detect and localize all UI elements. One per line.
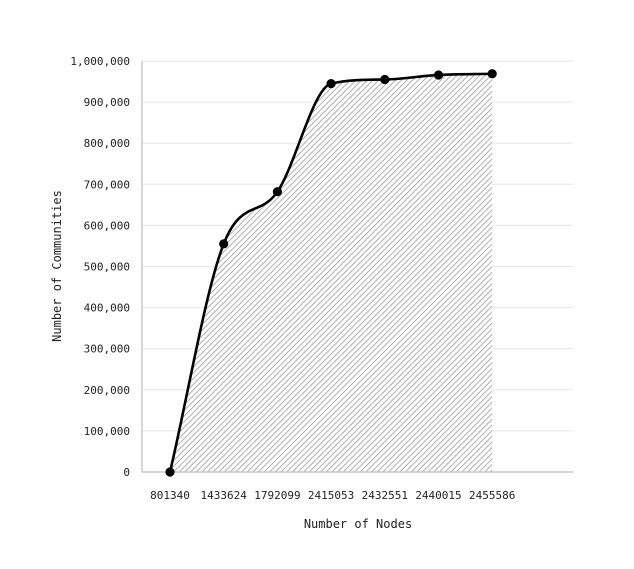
y-tick-label: 1,000,000 (70, 55, 130, 68)
data-point (326, 79, 336, 89)
y-tick-label: 0 (123, 466, 130, 479)
data-points (165, 69, 497, 477)
axes (141, 61, 573, 473)
y-tick-label: 200,000 (84, 384, 130, 397)
x-tick-label: 1792099 (254, 489, 300, 502)
data-point (219, 239, 229, 249)
y-tick-label: 700,000 (84, 178, 130, 191)
y-tick-label: 100,000 (84, 425, 130, 438)
data-point (272, 187, 282, 197)
y-tick-label: 500,000 (84, 261, 130, 274)
x-tick-label: 2455586 (469, 489, 515, 502)
y-tick-label: 600,000 (84, 219, 130, 232)
x-tick-label: 1433624 (201, 489, 248, 502)
data-point (380, 74, 390, 85)
x-tick-label: 2440015 (415, 489, 461, 502)
x-tick-label: 2415053 (308, 489, 354, 502)
y-tick-label: 900,000 (84, 96, 130, 109)
series-line-layer (168, 72, 493, 473)
area-fill (170, 73, 493, 472)
y-tick-label: 400,000 (84, 302, 130, 315)
y-tick-labels: 0 100,000 200,000 300,000 400,000 500,000 600,… (70, 55, 130, 479)
x-axis-title: Number of Nodes (304, 517, 412, 531)
y-axis-title: Number of Communities (50, 190, 64, 342)
area-fill-path (170, 73, 493, 472)
y-tick-label: 300,000 (84, 343, 130, 356)
data-point (165, 467, 175, 477)
data-point (487, 69, 497, 79)
x-tick-label: 801340 (150, 489, 190, 502)
series-line (168, 72, 493, 473)
data-point (433, 70, 444, 80)
y-tick-label: 800,000 (84, 137, 130, 150)
x-tick-label: 2432551 (362, 489, 408, 502)
x-tick-labels: 801340 1433624 1792099 2415053 2432551 244001… (150, 489, 515, 502)
